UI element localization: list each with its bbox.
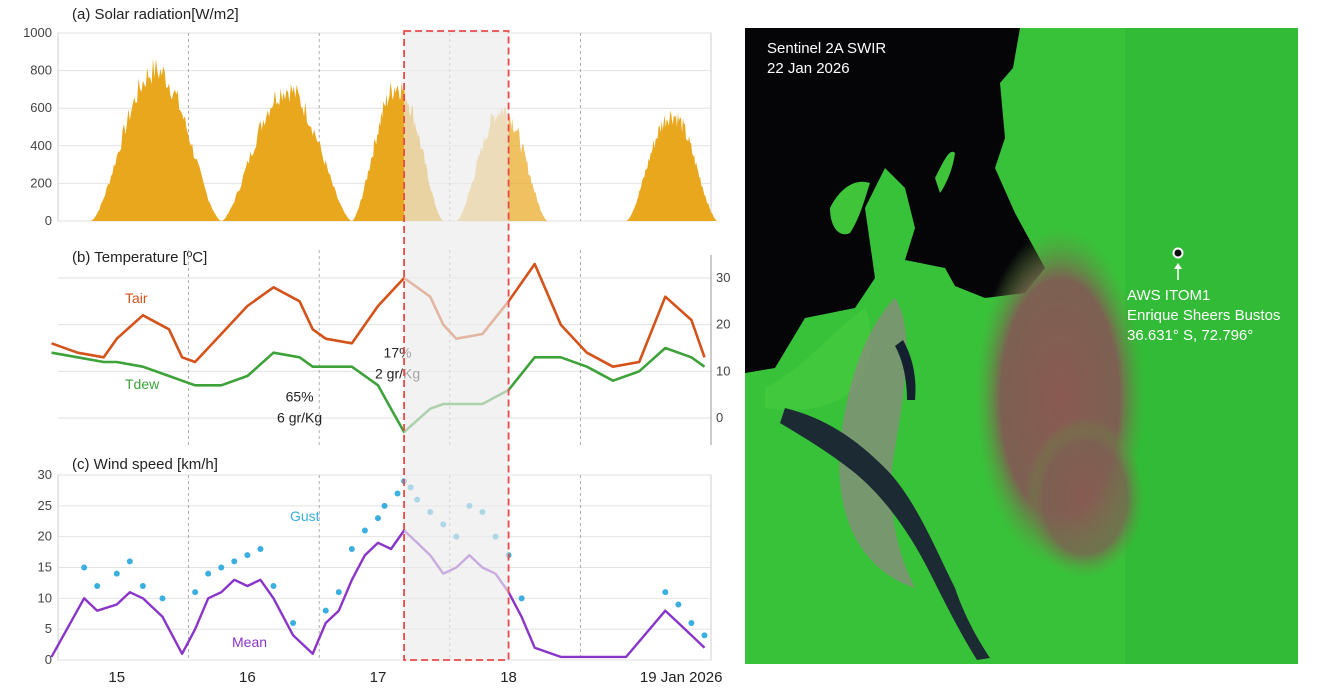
temp-annotation: 65%	[286, 389, 314, 405]
y-tick-label: 5	[45, 621, 52, 636]
river	[780, 408, 990, 660]
y-tick-label: 10	[38, 590, 52, 605]
panel-c-mean-series	[50, 529, 706, 659]
y-tick-label: 20	[38, 529, 52, 544]
panel-a-y-ticks: 0 200 400 600 800 1000	[23, 25, 52, 228]
x-tick-label: 15	[108, 669, 125, 686]
panel-b-title: (b) Temperature [ºC]	[72, 249, 207, 266]
y-tick-label: 25	[38, 498, 52, 513]
chart-panels: (a) Solar radiation[W/m2] 02004006008001…	[23, 6, 730, 686]
series-line-mean	[50, 529, 706, 659]
peninsula	[765, 308, 871, 410]
gust-point	[518, 595, 525, 602]
y-tick-label: 800	[30, 63, 52, 78]
x-tick-label: 17	[370, 669, 387, 686]
gust-point	[231, 558, 238, 565]
y-tick-label: 10	[716, 363, 730, 378]
gust-point	[374, 515, 381, 522]
gust-point	[139, 583, 146, 589]
solar-day-area	[221, 83, 352, 221]
gust-point	[94, 583, 101, 589]
y-tick-label: 20	[716, 317, 730, 332]
legend-mean: Mean	[232, 634, 267, 650]
y-tick-label: 0	[45, 652, 52, 667]
station-marker-icon	[1172, 247, 1184, 259]
gust-point	[244, 552, 251, 559]
panel-b-lines	[51, 262, 706, 434]
channel	[895, 340, 916, 400]
gust-point	[270, 583, 277, 589]
x-tick-label: 19 Jan 2026	[640, 669, 723, 686]
gust-point	[394, 490, 401, 497]
y-tick-label: 600	[30, 100, 52, 115]
y-tick-label: 400	[30, 138, 52, 153]
gust-point	[81, 564, 88, 571]
panel-c-grid	[58, 474, 711, 661]
gust-point	[322, 607, 329, 614]
y-tick-label: 30	[38, 467, 52, 482]
gust-point	[159, 595, 166, 602]
satellite-map	[745, 28, 1298, 664]
legend-gust: Gust	[290, 508, 320, 524]
gust-point	[381, 502, 388, 509]
gust-point	[218, 564, 225, 571]
burn-scar-south	[1025, 418, 1145, 578]
satellite-title-line1: Sentinel 2A SWIR	[767, 40, 887, 57]
peninsula-north	[830, 181, 870, 235]
urban-area	[839, 298, 915, 588]
gust-point	[257, 546, 264, 552]
satellite-title-line2: 22 Jan 2026	[767, 60, 850, 77]
panel-b-y-ticks: 0 10 20 30	[710, 255, 730, 445]
station-coords: 36.631° S, 72.796°	[1127, 327, 1254, 344]
solar-day-area	[626, 110, 718, 221]
gust-point	[701, 632, 708, 639]
panel-c-y-ticks: 0 5 10 15 20 25 30	[38, 467, 52, 667]
solar-day-area	[90, 58, 222, 222]
gust-point	[113, 570, 120, 577]
y-tick-label: 200	[30, 175, 52, 190]
station-owner: Enrique Sheers Bustos	[1127, 307, 1281, 324]
island	[935, 151, 955, 193]
series-line-tdew	[51, 346, 706, 434]
sea-water	[745, 28, 1045, 373]
y-tick-label: 1000	[23, 25, 52, 40]
panel-solar-radiation: (a) Solar radiation[W/m2] 0 200 400 600 800 1…	[23, 6, 718, 228]
y-tick-label: 30	[716, 270, 730, 285]
panel-temperature: (b) Temperature [ºC] 0 10 20 30 Tair Tdew 6…	[51, 249, 730, 445]
y-tick-label: 15	[38, 560, 52, 575]
gust-point	[348, 546, 355, 552]
x-tick-label: 16	[239, 669, 256, 686]
legend-tdew: Tdew	[125, 376, 160, 392]
panel-c-gust-series	[81, 478, 708, 639]
land-east	[1125, 28, 1298, 664]
panel-a-title: (a) Solar radiation[W/m2]	[72, 6, 239, 23]
series-line-tair	[51, 262, 706, 368]
highlight-region	[403, 30, 510, 661]
gust-point	[192, 589, 199, 596]
station-arrow-head-icon	[1174, 263, 1182, 269]
legend-tair: Tair	[125, 290, 148, 306]
gust-point	[126, 558, 133, 565]
gust-point	[675, 601, 682, 608]
gust-point	[361, 527, 368, 534]
station-name: AWS ITOM1	[1127, 287, 1211, 304]
gust-point	[205, 570, 212, 577]
gust-point	[290, 620, 297, 626]
x-tick-label: 18	[500, 669, 517, 686]
gust-point	[688, 620, 695, 626]
temp-annotation: 6 gr/Kg	[277, 410, 322, 426]
y-tick-label: 0	[716, 410, 723, 425]
x-axis-ticks: 15 16 17 18 19 Jan 2026	[108, 669, 722, 686]
satellite-image: Sentinel 2A SWIR 22 Jan 2026 AWS ITOM1 E…	[745, 28, 1298, 664]
gust-point	[662, 589, 669, 596]
y-tick-label: 0	[45, 213, 52, 228]
gust-point	[335, 589, 342, 596]
panel-c-title: (c) Wind speed [km/h]	[72, 456, 218, 473]
